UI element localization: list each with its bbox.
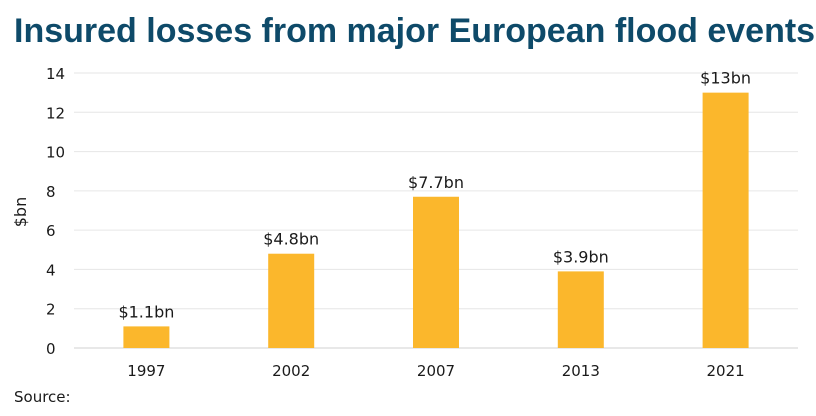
bar-2007: [413, 196, 459, 348]
x-tick-label-2021: 2021: [707, 362, 745, 380]
x-tick-label-2013: 2013: [562, 362, 600, 380]
x-tick-label-1997: 1997: [127, 362, 165, 380]
x-tick-label-2007: 2007: [417, 362, 455, 380]
y-axis-label: $bn: [11, 197, 30, 227]
y-tick-label: 2: [46, 301, 56, 319]
bar-1997: [123, 326, 170, 348]
y-tick-label: 4: [46, 261, 56, 279]
bar-2002: [268, 253, 315, 348]
y-tick-label: 8: [46, 183, 56, 201]
source-note: Source:: [14, 388, 71, 406]
y-tick-label: 12: [46, 104, 65, 122]
y-tick-label: 14: [46, 65, 65, 83]
chart-title: Insured losses from major European flood…: [14, 12, 816, 50]
data-label-2013: $3.9bn: [553, 247, 609, 266]
data-label-1997: $1.1bn: [118, 302, 174, 321]
bars: [123, 92, 749, 349]
bar-2013: [557, 271, 604, 348]
x-tick-label-2002: 2002: [272, 362, 310, 380]
y-tick-label: 6: [46, 222, 56, 240]
data-labels: $1.1bn $4.8bn $7.7bn $3.9bn $13bn: [118, 69, 751, 322]
data-label-2002: $4.8bn: [263, 230, 319, 249]
y-axis-ticks: 0 2 4 6 8 10 12 14: [46, 65, 65, 358]
data-label-2021: $13bn: [700, 69, 751, 88]
y-tick-label: 0: [46, 340, 56, 358]
y-tick-label: 10: [46, 144, 65, 162]
data-label-2007: $7.7bn: [408, 173, 464, 192]
x-axis-ticks: 1997 2002 2007 2013 2021: [127, 362, 744, 380]
bar-2021: [702, 92, 749, 349]
